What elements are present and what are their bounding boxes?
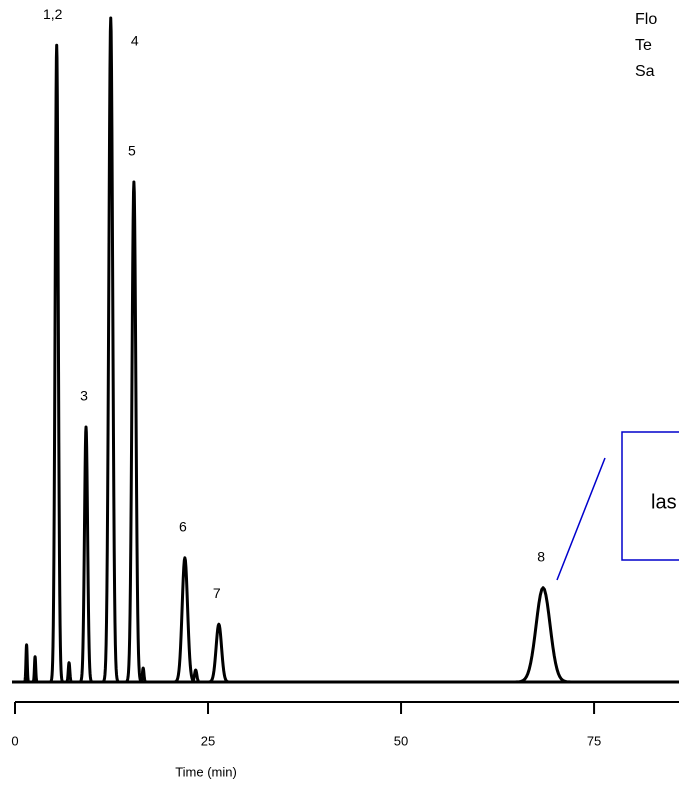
peak [49, 43, 65, 684]
peak [31, 655, 39, 684]
peak-label: 3 [80, 388, 88, 404]
peak-label: 8 [537, 548, 545, 564]
x-tick-label: 0 [11, 733, 18, 748]
callout-line [556, 457, 606, 581]
peak [189, 668, 202, 684]
annotation: Flo [635, 11, 657, 28]
peak-label: 5 [128, 143, 136, 159]
callout: las [556, 431, 679, 581]
peak [22, 643, 31, 684]
peak-label: 7 [213, 585, 221, 601]
peak-label: 4 [131, 33, 139, 49]
x-tick-label: 25 [201, 733, 215, 748]
peak [207, 622, 231, 684]
callout-box [621, 431, 679, 561]
peak-label: 6 [179, 519, 187, 535]
peak [515, 586, 572, 684]
x-tick-label: 75 [587, 733, 601, 748]
annotation: Te [635, 37, 652, 54]
annotation: Sa [635, 63, 655, 80]
peak [78, 425, 94, 684]
peak [125, 180, 143, 684]
peak [173, 556, 197, 684]
peak-label: 1,2 [43, 6, 63, 22]
peak [101, 16, 120, 684]
peak [64, 661, 74, 684]
x-tick-label: 50 [394, 733, 408, 748]
x-axis-label: Time (min) [175, 764, 237, 779]
callout-text: las [651, 491, 677, 513]
peak [138, 666, 148, 684]
info-text: Flo Te Sa [635, 11, 657, 80]
